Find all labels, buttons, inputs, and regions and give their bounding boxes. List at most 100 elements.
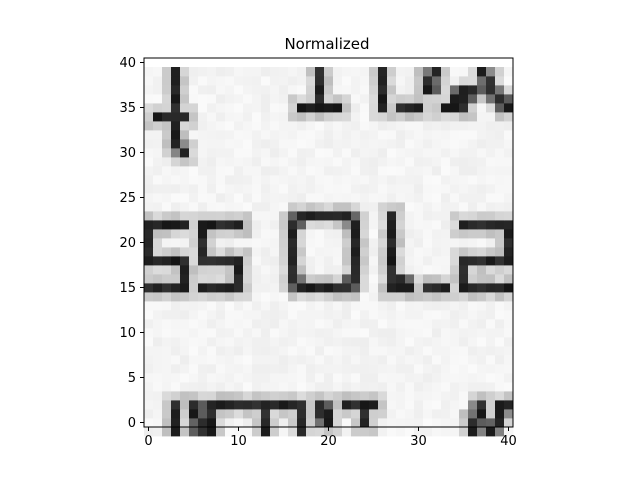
heatmap-cell (378, 364, 388, 374)
heatmap-cell (171, 427, 181, 437)
heatmap-cell (261, 346, 271, 356)
heatmap-cell (486, 139, 496, 149)
heatmap-cell (405, 229, 415, 239)
heatmap-cell (297, 409, 307, 419)
heatmap-cell (459, 265, 469, 275)
heatmap-cell (315, 103, 325, 113)
heatmap-cell (216, 67, 226, 77)
heatmap-cell (441, 85, 451, 95)
heatmap-cell (207, 193, 217, 203)
heatmap-cell (360, 139, 370, 149)
heatmap-cell (297, 319, 307, 329)
heatmap-cell (414, 391, 424, 401)
heatmap-cell (279, 157, 289, 167)
heatmap-cell (162, 355, 172, 365)
heatmap-cell (306, 400, 316, 410)
heatmap-cell (477, 166, 487, 176)
heatmap-cell (270, 382, 280, 392)
heatmap-cell (333, 364, 343, 374)
heatmap-cell (162, 67, 172, 77)
heatmap-cell (432, 400, 442, 410)
heatmap-cell (279, 166, 289, 176)
heatmap-cell (153, 337, 163, 347)
heatmap-cell (243, 220, 253, 230)
heatmap-cell (171, 319, 181, 329)
heatmap-cell (387, 337, 397, 347)
heatmap-cell (495, 157, 505, 167)
heatmap-cell (207, 292, 217, 302)
heatmap-cell (342, 274, 352, 284)
heatmap-cell (288, 103, 298, 113)
heatmap-cell (414, 166, 424, 176)
heatmap-cell (297, 220, 307, 230)
heatmap-cell (369, 220, 379, 230)
heatmap-cell (486, 184, 496, 194)
heatmap-cell (252, 265, 262, 275)
heatmap-cell (468, 94, 478, 104)
heatmap-cell (342, 130, 352, 140)
heatmap-cell (279, 85, 289, 95)
heatmap-cell (459, 256, 469, 266)
heatmap-cell (369, 175, 379, 185)
heatmap-cell (198, 301, 208, 311)
heatmap-cell (279, 427, 289, 437)
heatmap-cell (153, 85, 163, 95)
heatmap-cell (333, 193, 343, 203)
heatmap-cell (450, 94, 460, 104)
heatmap-cell (486, 319, 496, 329)
heatmap-cell (486, 211, 496, 221)
heatmap-cell (180, 409, 190, 419)
heatmap-cell (396, 193, 406, 203)
heatmap-cell (216, 148, 226, 158)
heatmap-cell (243, 76, 253, 86)
heatmap-cell (432, 265, 442, 275)
heatmap-cell (234, 382, 244, 392)
heatmap-cell (432, 184, 442, 194)
heatmap-cell (198, 373, 208, 383)
heatmap-cell (459, 400, 469, 410)
heatmap-cell (189, 409, 199, 419)
heatmap-cell (198, 382, 208, 392)
heatmap-cell (216, 229, 226, 239)
heatmap-cell (369, 193, 379, 203)
heatmap-cell (288, 382, 298, 392)
heatmap-cell (414, 229, 424, 239)
heatmap-cell (432, 76, 442, 86)
heatmap-cell (279, 337, 289, 347)
heatmap-cell (306, 310, 316, 320)
heatmap-cell (171, 157, 181, 167)
heatmap-cell (144, 67, 154, 77)
heatmap-cell (207, 130, 217, 140)
heatmap-cell (450, 157, 460, 167)
heatmap-cell (360, 283, 370, 293)
heatmap-cell (270, 193, 280, 203)
heatmap-cell (378, 85, 388, 95)
heatmap-cell (306, 409, 316, 419)
heatmap-cell (369, 130, 379, 140)
heatmap-cell (261, 229, 271, 239)
heatmap-cell (144, 94, 154, 104)
heatmap-cell (315, 301, 325, 311)
heatmap-cell (342, 229, 352, 239)
heatmap-cell (351, 85, 361, 95)
heatmap-cell (333, 184, 343, 194)
heatmap-cell (297, 121, 307, 131)
heatmap-cell (180, 310, 190, 320)
heatmap-cell (144, 202, 154, 212)
heatmap-cell (198, 427, 208, 437)
heatmap-cell (441, 94, 451, 104)
heatmap-cell (243, 130, 253, 140)
heatmap-cell (189, 364, 199, 374)
heatmap-cell (315, 157, 325, 167)
heatmap-cell (378, 409, 388, 419)
heatmap-cell (225, 76, 235, 86)
heatmap-cell (504, 139, 514, 149)
heatmap-cell (342, 67, 352, 77)
heatmap-cell (432, 220, 442, 230)
heatmap-cell (432, 202, 442, 212)
heatmap-cell (288, 256, 298, 266)
heatmap-cell (369, 292, 379, 302)
heatmap-cell (369, 319, 379, 329)
heatmap-cell (297, 256, 307, 266)
heatmap-cell (153, 364, 163, 374)
